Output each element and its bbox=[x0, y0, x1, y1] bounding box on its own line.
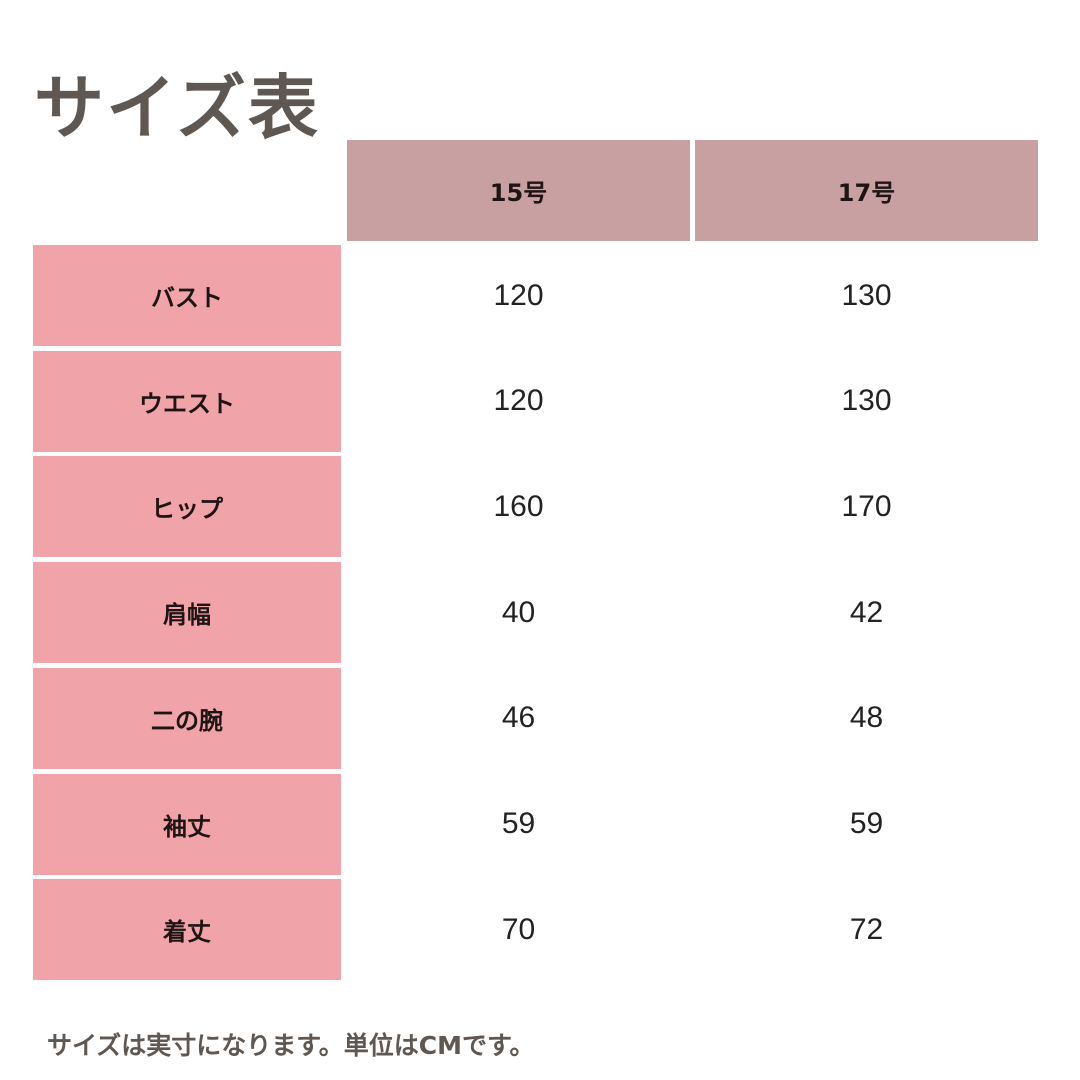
row-label: 肩幅 bbox=[33, 562, 341, 664]
value-15: 120 bbox=[493, 384, 544, 418]
column-header-17: 17号 bbox=[695, 140, 1038, 241]
value-17: 130 bbox=[841, 278, 892, 312]
column-header-15: 15号 bbox=[347, 140, 690, 241]
table-row: 袖丈 59 59 bbox=[33, 773, 1038, 875]
value-17: 130 bbox=[841, 384, 892, 418]
page-title: サイズ表 bbox=[34, 67, 320, 149]
value-17: 48 bbox=[849, 701, 884, 735]
row-label: ウエスト bbox=[33, 350, 341, 452]
value-15: 46 bbox=[501, 701, 536, 735]
value-17: 72 bbox=[849, 912, 884, 946]
row-label: ヒップ bbox=[33, 456, 341, 558]
row-label: 袖丈 bbox=[33, 773, 341, 875]
table-row: バスト 120 130 bbox=[33, 245, 1038, 346]
value-17: 42 bbox=[849, 595, 884, 629]
table-row: 肩幅 40 42 bbox=[33, 562, 1038, 664]
row-label: 着丈 bbox=[33, 879, 341, 981]
value-15: 59 bbox=[501, 807, 536, 840]
footer-note: サイズは実寸になります。単位はCMです。 bbox=[47, 1031, 535, 1060]
row-label: バスト bbox=[33, 245, 341, 346]
value-17: 170 bbox=[841, 489, 892, 523]
table-row: 二の腕 46 48 bbox=[33, 667, 1038, 769]
value-15: 120 bbox=[493, 278, 544, 312]
value-15: 160 bbox=[493, 489, 544, 523]
value-17: 59 bbox=[849, 807, 884, 840]
table-row: ウエスト 120 130 bbox=[33, 350, 1038, 452]
value-15: 70 bbox=[501, 912, 536, 946]
row-label: 二の腕 bbox=[33, 667, 341, 769]
table-row: 着丈 70 72 bbox=[33, 879, 1038, 981]
value-15: 40 bbox=[501, 595, 536, 629]
table-row: ヒップ 160 170 bbox=[33, 456, 1038, 558]
